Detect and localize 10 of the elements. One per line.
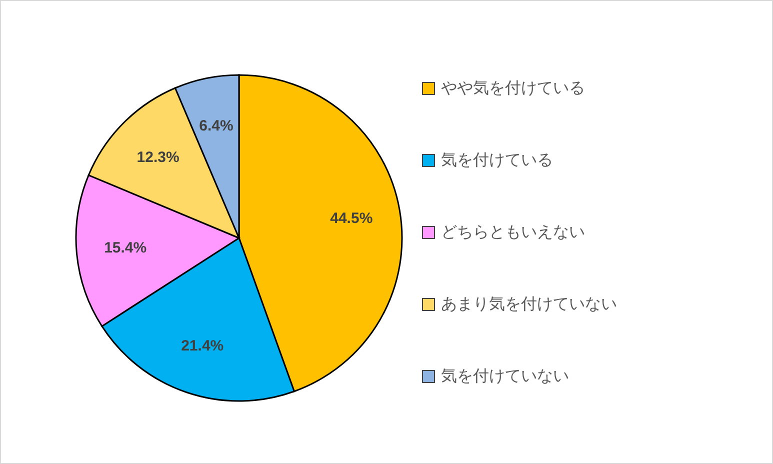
legend-label: 気を付けていない <box>441 366 569 386</box>
data-label: 21.4% <box>181 338 224 355</box>
data-label: 6.4% <box>199 118 234 135</box>
legend-label: どちらともいえない <box>441 222 585 242</box>
legend-label: 気を付けている <box>441 150 553 170</box>
data-label: 44.5% <box>330 210 373 227</box>
data-label: 12.3% <box>136 149 180 166</box>
legend-label: やや気を付けている <box>441 78 585 98</box>
legend-label: あまり気を付けていない <box>441 294 617 314</box>
data-label: 15.4% <box>104 240 147 257</box>
